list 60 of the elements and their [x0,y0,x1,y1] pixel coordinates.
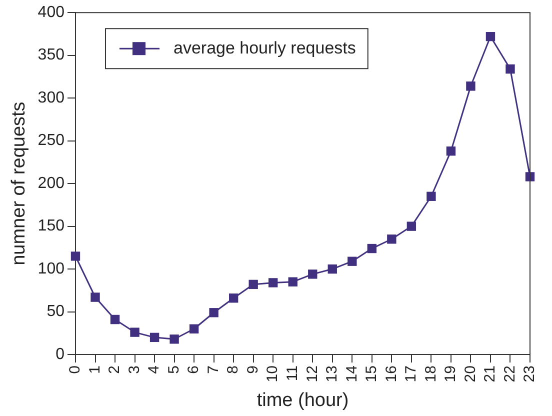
point [248,280,258,290]
x-tick-label: 12 [304,366,321,382]
point [486,32,496,42]
point [150,332,160,342]
point [90,292,100,302]
x-tick-label: 23 [521,366,538,382]
point [308,270,318,279]
point [426,192,436,201]
point [70,252,80,261]
y-tick-label: 300 [38,89,65,106]
point [228,294,238,303]
x-tick-label: 2 [106,366,124,374]
point [466,82,476,91]
y-tick-label: 0 [56,346,65,363]
y-axis-title: numner of requests [8,102,30,266]
y-tick-label: 150 [38,218,65,235]
x-tick-label: 0 [66,366,84,374]
y-tick-label: 100 [38,260,65,278]
x-tick-label: 20 [462,366,479,382]
x-tick-label: 16 [382,366,400,382]
x-tick-label: 15 [363,366,380,382]
x-axis-title: time (hour) [256,390,349,411]
legend-label: average hourly requests [173,38,356,58]
y-tick-label: 400 [38,4,65,22]
point [328,264,337,274]
x-tick-label: 9 [244,366,262,374]
x-tick-label: 18 [422,366,440,382]
point [130,328,140,337]
point [110,314,120,324]
x-tick-label: 1 [86,366,104,374]
point [170,334,179,344]
x-tick-label: 13 [324,366,341,382]
point [506,64,515,74]
point [406,222,416,231]
point [348,256,357,266]
x-tick-label: 17 [402,366,420,382]
x-tick-label: 19 [442,366,460,382]
x-tick-label: 21 [482,366,499,382]
point [209,308,218,318]
y-tick-label: 350 [38,46,65,64]
point [525,172,535,182]
y-tick-label: 250 [38,132,65,150]
point [268,278,278,288]
point [367,244,377,254]
point [189,324,199,334]
x-tick-label: 4 [146,366,163,374]
point [288,277,298,286]
x-tick-label: 10 [264,366,282,382]
x-tick-label: 6 [185,366,202,374]
x-tick-label: 11 [284,366,302,382]
point [446,146,456,156]
x-tick-label: 3 [126,366,143,374]
y-tick-label: 50 [46,303,65,320]
point [387,234,396,244]
x-tick-label: 22 [501,366,518,382]
x-tick-label: 5 [165,366,182,374]
x-tick-label: 7 [204,366,222,374]
x-tick-label: 8 [224,366,242,374]
x-tick-label: 14 [343,366,360,382]
y-tick-label: 200 [38,174,65,192]
